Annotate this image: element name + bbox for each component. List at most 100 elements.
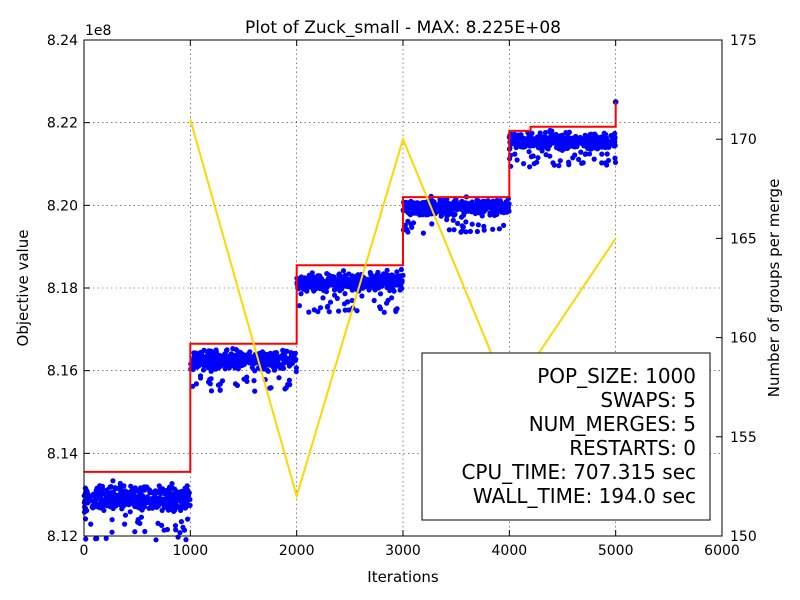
- population-point: [516, 132, 522, 138]
- population-point: [367, 277, 373, 283]
- population-point: [491, 212, 498, 218]
- population-point: [603, 131, 609, 137]
- population-point: [109, 529, 115, 535]
- population-point: [243, 356, 249, 362]
- info-line-swaps: SWAPS: 5: [600, 388, 696, 412]
- population-point: [118, 486, 124, 493]
- population-point: [99, 485, 105, 491]
- population-point: [451, 227, 457, 233]
- population-point: [346, 307, 352, 313]
- population-point: [267, 385, 273, 391]
- population-point: [540, 134, 547, 140]
- population-point: [542, 129, 549, 136]
- y2-tick-label: 165: [730, 231, 757, 247]
- population-point: [590, 138, 596, 144]
- population-point: [175, 534, 181, 540]
- population-point: [543, 143, 549, 149]
- population-point: [107, 484, 113, 490]
- population-point: [375, 269, 381, 275]
- population-point: [393, 307, 399, 313]
- population-point: [463, 219, 469, 225]
- population-point: [490, 226, 496, 232]
- population-point: [128, 498, 134, 504]
- info-line-pop-size: POP_SIZE: 1000: [537, 364, 696, 388]
- population-point: [475, 222, 481, 228]
- population-point: [458, 229, 464, 235]
- population-point: [208, 376, 214, 382]
- population-point: [215, 365, 221, 371]
- population-point: [602, 160, 608, 166]
- population-point: [334, 281, 340, 287]
- population-point: [539, 148, 545, 154]
- population-point: [216, 352, 222, 359]
- info-line-num-merges: NUM_MERGES: 5: [529, 412, 696, 436]
- population-point: [177, 530, 183, 536]
- population-point: [336, 308, 342, 314]
- population-point: [205, 352, 211, 358]
- population-point: [409, 224, 415, 230]
- population-point: [162, 501, 168, 507]
- population-point: [534, 159, 540, 165]
- x-tick-label: 5000: [598, 543, 634, 559]
- population-point: [152, 491, 158, 498]
- population-point: [197, 373, 204, 379]
- population-point: [332, 292, 338, 298]
- population-point: [400, 272, 406, 278]
- population-point: [402, 222, 408, 228]
- population-point: [371, 297, 377, 304]
- population-point: [178, 519, 184, 525]
- population-point: [394, 269, 400, 275]
- population-point: [244, 378, 250, 384]
- population-point: [261, 366, 267, 372]
- population-point: [344, 299, 350, 305]
- population-point: [512, 151, 518, 157]
- population-point: [450, 217, 456, 223]
- population-point: [190, 361, 196, 367]
- population-point: [178, 507, 184, 513]
- population-point: [604, 151, 610, 157]
- population-point: [141, 503, 147, 509]
- population-point: [444, 213, 450, 219]
- population-point: [469, 221, 475, 227]
- population-point: [222, 356, 228, 362]
- population-point: [612, 130, 618, 137]
- y2-tick-label: 155: [730, 430, 757, 446]
- population-point: [455, 220, 461, 226]
- population-point: [504, 206, 510, 212]
- population-point: [305, 276, 311, 282]
- population-point: [410, 220, 417, 226]
- y-tick-label: 8.20: [47, 198, 78, 214]
- population-point: [156, 495, 163, 501]
- population-point: [377, 306, 384, 312]
- population-point: [342, 291, 348, 297]
- population-point: [521, 161, 527, 167]
- population-point: [281, 365, 287, 371]
- population-point: [293, 356, 299, 362]
- population-point: [304, 288, 310, 294]
- plot-data: [81, 99, 619, 543]
- population-point: [283, 356, 289, 362]
- population-point: [207, 381, 213, 387]
- population-point: [570, 155, 576, 161]
- population-point: [293, 365, 299, 371]
- population-point: [437, 196, 443, 203]
- population-point: [288, 358, 295, 364]
- population-point: [159, 507, 165, 513]
- population-point: [286, 377, 292, 383]
- info-line-cpu-time: CPU_TIME: 707.315 sec: [461, 460, 696, 484]
- population-point: [583, 151, 589, 157]
- population-point: [521, 135, 527, 141]
- population-point: [182, 485, 188, 491]
- population-point: [341, 280, 347, 286]
- population-point: [161, 527, 167, 533]
- population-point: [460, 203, 466, 209]
- population-point: [416, 207, 422, 213]
- population-point: [169, 481, 175, 487]
- best-objective-line: [84, 102, 617, 473]
- population-point: [514, 157, 520, 163]
- population-point: [171, 496, 177, 502]
- population-point: [101, 507, 107, 513]
- population-point: [193, 381, 199, 387]
- population-point: [83, 536, 89, 542]
